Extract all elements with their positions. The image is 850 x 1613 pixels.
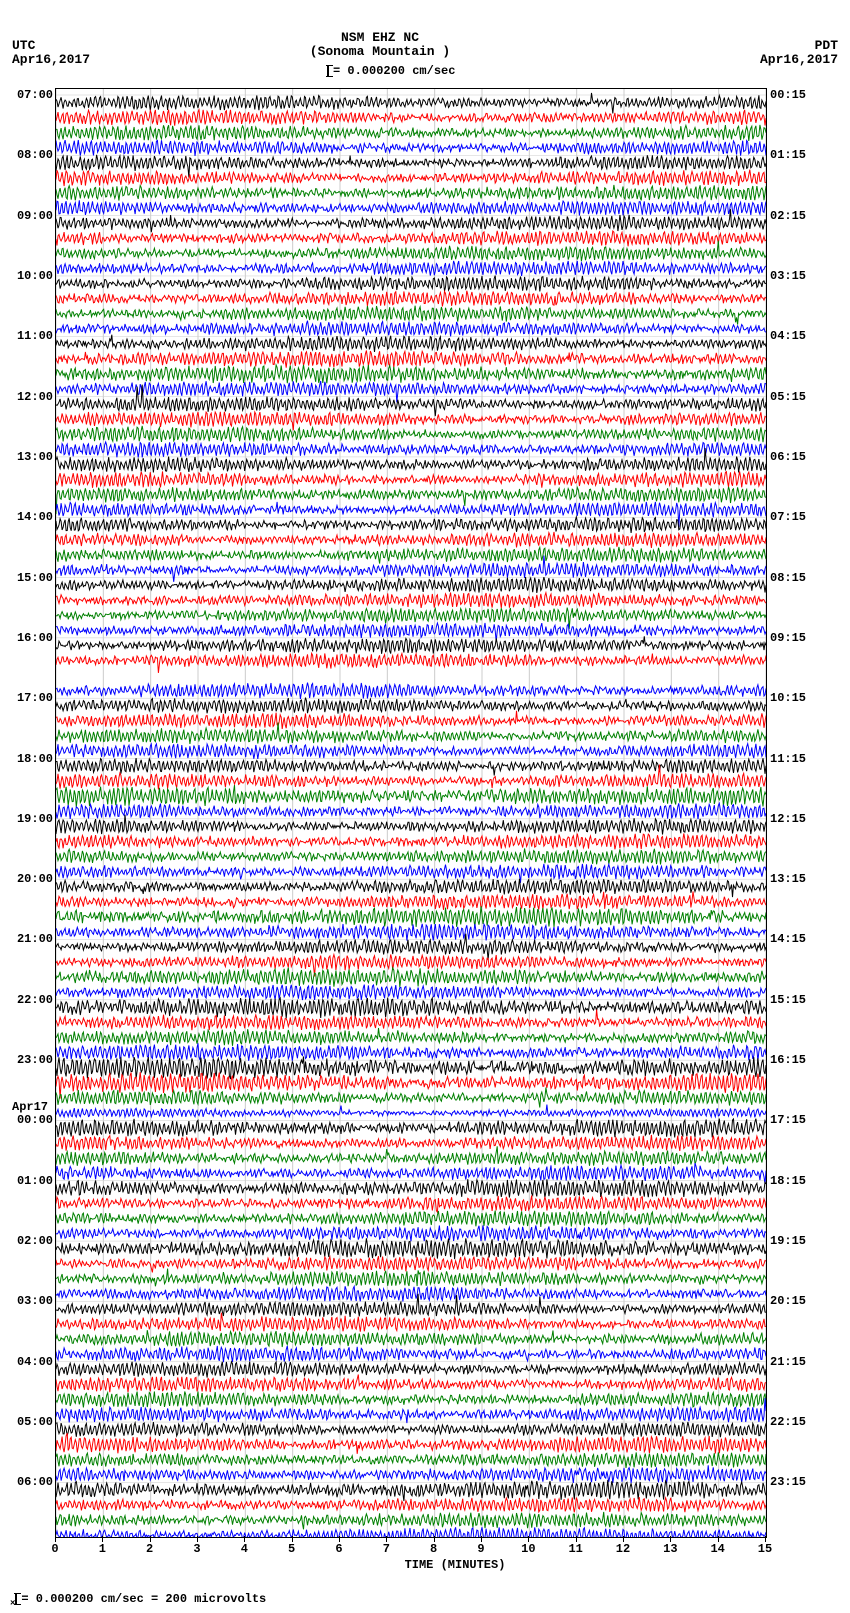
footer-scale: ×= 0.000200 cm/sec = 200 microvolts [10, 1592, 266, 1608]
right-hour-label: 02:15 [770, 209, 830, 223]
left-hour-label: 10:00 [3, 269, 53, 283]
left-hour-label: 12:00 [3, 390, 53, 404]
x-tick-label: 7 [383, 1542, 390, 1556]
left-hour-label: 22:00 [3, 993, 53, 1007]
right-hour-label: 09:15 [770, 631, 830, 645]
right-hour-label: 17:15 [770, 1113, 830, 1127]
x-tick-label: 3 [193, 1542, 200, 1556]
right-hour-label: 00:15 [770, 88, 830, 102]
right-hour-label: 03:15 [770, 269, 830, 283]
left-hour-label: 19:00 [3, 812, 53, 826]
right-hour-label: 05:15 [770, 390, 830, 404]
left-hour-label: 15:00 [3, 571, 53, 585]
right-hour-label: 06:15 [770, 450, 830, 464]
x-tick-label: 11 [568, 1542, 582, 1556]
right-hour-label: 11:15 [770, 752, 830, 766]
x-tick-label: 1 [99, 1542, 106, 1556]
left-hour-label: 07:00 [3, 88, 53, 102]
left-hour-label: 03:00 [3, 1294, 53, 1308]
left-hour-label: 23:00 [3, 1053, 53, 1067]
right-hour-label: 22:15 [770, 1415, 830, 1429]
left-hour-label: 08:00 [3, 148, 53, 162]
scale-value-text: = 0.000200 cm/sec [333, 64, 455, 78]
right-date: Apr16,2017 [760, 52, 838, 67]
right-hour-label: 21:15 [770, 1355, 830, 1369]
right-hour-label: 07:15 [770, 510, 830, 524]
x-tick-label: 2 [146, 1542, 153, 1556]
left-hour-label: 14:00 [3, 510, 53, 524]
x-tick-label: 10 [521, 1542, 535, 1556]
right-hour-label: 10:15 [770, 691, 830, 705]
left-hour-label: 13:00 [3, 450, 53, 464]
station-name: (Sonoma Mountain ) [310, 44, 450, 59]
right-timezone: PDT [815, 38, 838, 53]
right-hour-label: 16:15 [770, 1053, 830, 1067]
right-hour-label: 19:15 [770, 1234, 830, 1248]
right-hour-label: 18:15 [770, 1174, 830, 1188]
scale-legend: = 0.000200 cm/sec [327, 64, 455, 78]
left-date: Apr16,2017 [12, 52, 90, 67]
right-hour-label: 12:15 [770, 812, 830, 826]
x-tick-label: 6 [335, 1542, 342, 1556]
left-hour-label: 17:00 [3, 691, 53, 705]
seismogram-helicorder: NSM EHZ NC (Sonoma Mountain ) = 0.000200… [0, 0, 850, 1613]
x-tick-label: 8 [430, 1542, 437, 1556]
left-hour-label: 02:00 [3, 1234, 53, 1248]
x-tick-label: 9 [477, 1542, 484, 1556]
left-hour-label: 01:00 [3, 1174, 53, 1188]
left-hour-label: 20:00 [3, 872, 53, 886]
left-hour-label: 04:00 [3, 1355, 53, 1369]
right-hour-label: 13:15 [770, 872, 830, 886]
left-hour-label: 00:00 [3, 1113, 53, 1127]
x-axis-label: TIME (MINUTES) [355, 1558, 555, 1572]
left-date-label: Apr17 [12, 1100, 48, 1114]
left-hour-label: 18:00 [3, 752, 53, 766]
left-hour-label: 09:00 [3, 209, 53, 223]
x-tick-label: 4 [241, 1542, 248, 1556]
helicorder-plot [55, 88, 767, 1538]
footer-scale-bar-icon [15, 1593, 17, 1605]
x-tick-label: 0 [51, 1542, 58, 1556]
right-hour-label: 01:15 [770, 148, 830, 162]
x-tick-label: 12 [616, 1542, 630, 1556]
right-hour-label: 20:15 [770, 1294, 830, 1308]
left-hour-label: 05:00 [3, 1415, 53, 1429]
left-hour-label: 21:00 [3, 932, 53, 946]
left-hour-label: 11:00 [3, 329, 53, 343]
right-hour-label: 14:15 [770, 932, 830, 946]
right-hour-label: 23:15 [770, 1475, 830, 1489]
helicorder-svg [56, 89, 766, 1537]
left-hour-label: 16:00 [3, 631, 53, 645]
right-hour-label: 15:15 [770, 993, 830, 1007]
right-hour-label: 04:15 [770, 329, 830, 343]
x-tick-label: 14 [710, 1542, 724, 1556]
left-hour-label: 06:00 [3, 1475, 53, 1489]
x-tick-label: 5 [288, 1542, 295, 1556]
x-tick-label: 15 [758, 1542, 772, 1556]
station-code: NSM EHZ NC [341, 30, 419, 45]
x-tick-label: 13 [663, 1542, 677, 1556]
scale-bar-icon [327, 65, 329, 77]
left-timezone: UTC [12, 38, 35, 53]
right-hour-label: 08:15 [770, 571, 830, 585]
footer-scale-text: = 0.000200 cm/sec = 200 microvolts [21, 1592, 266, 1606]
